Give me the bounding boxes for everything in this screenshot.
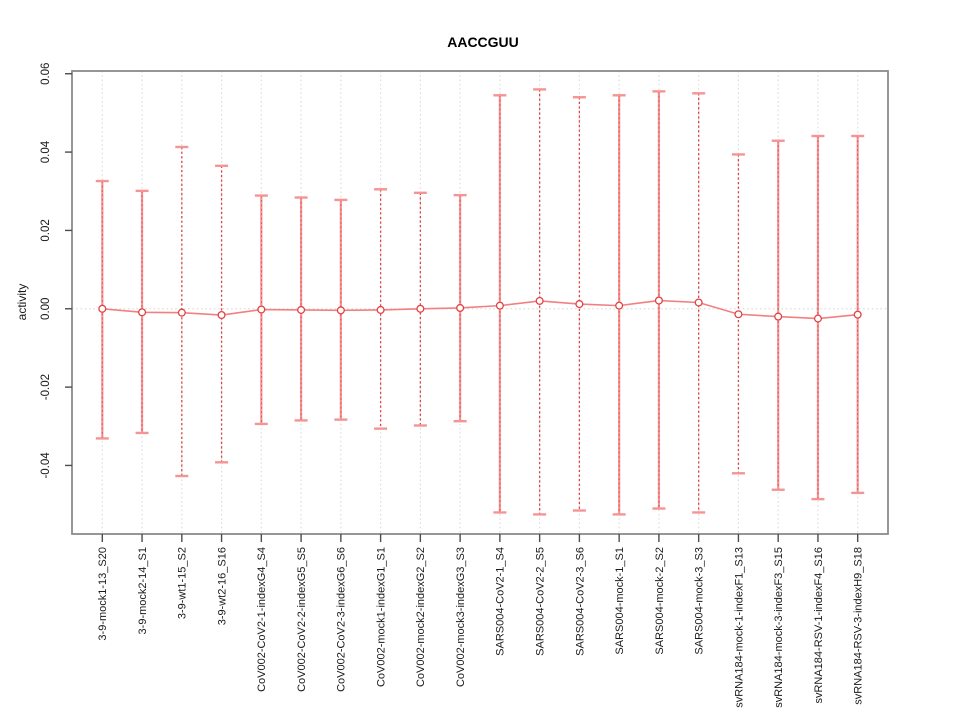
data-point — [853, 310, 862, 319]
data-series — [95, 88, 865, 516]
x-tick-label: 3-9-wt2-16_S16 — [216, 547, 228, 625]
data-point — [257, 305, 266, 314]
axes: -0.04 -0.02 0.00 0.02 0.04 0.06 3-9-mock1-13_S… — [40, 63, 889, 708]
x-tick-label: CoV002-mock2-indexG2_S2 — [415, 547, 427, 687]
error-bar — [731, 153, 745, 475]
data-point — [336, 306, 345, 315]
x-tick-label: SARS004-CoV2-1_S4 — [495, 547, 507, 656]
data-point — [615, 301, 624, 310]
x-tick-label: 3-9-wt1-15_S2 — [177, 547, 189, 619]
x-tick-label: 3-9-mock1-13_S20 — [97, 547, 109, 641]
data-point — [813, 314, 822, 323]
chart-title: AACCGUU — [447, 34, 519, 50]
data-point — [535, 296, 544, 305]
y-tick-label: -0.04 — [40, 452, 52, 479]
y-tick-label: 0.04 — [40, 140, 52, 163]
x-tick-label: SARS004-mock-1_S1 — [614, 547, 626, 655]
data-point — [456, 303, 465, 313]
x-tick-label: svRNA184-mock-1-indexF1_S13 — [733, 547, 745, 708]
data-point — [495, 301, 504, 310]
x-tick-label: CoV002-mock1-indexG1_S1 — [375, 547, 387, 687]
x-tick-label: svRNA184-RSV-3-indexH9_S18 — [853, 547, 865, 705]
data-point — [138, 308, 147, 317]
y-tick-label: 0.00 — [40, 298, 52, 320]
x-tick-label: SARS004-mock-2_S2 — [654, 547, 666, 655]
plot-border — [71, 70, 889, 535]
x-tick-label: CoV002-CoV2-1-indexG4_S4 — [256, 547, 268, 692]
y-tick-label: 0.06 — [40, 63, 52, 85]
x-tick-label: CoV002-CoV2-2-indexG5_S5 — [296, 547, 308, 692]
x-tick-label: svRNA184-mock-3-indexF3_S15 — [773, 547, 785, 708]
data-point — [416, 304, 425, 313]
data-point — [98, 304, 107, 313]
data-point — [177, 308, 186, 317]
x-tick-label: CoV002-mock3-indexG3_S3 — [455, 547, 467, 687]
x-tick-label: CoV002-CoV2-3-indexG6_S6 — [336, 547, 348, 692]
error-bar — [692, 92, 706, 514]
error-bar — [572, 96, 586, 512]
x-tick-label: svRNA184-RSV-1-indexF4_S16 — [813, 547, 825, 704]
data-point — [297, 305, 306, 314]
data-point — [376, 305, 385, 314]
error-bar — [175, 145, 189, 478]
data-point — [774, 312, 783, 321]
x-tick-label: SARS004-mock-3_S3 — [694, 547, 706, 655]
data-point — [217, 310, 226, 320]
series-line — [102, 299, 858, 320]
x-tick-label: SARS004-CoV2-2_S5 — [534, 547, 546, 656]
data-point — [734, 310, 743, 319]
x-tick-label: SARS004-CoV2-3_S6 — [574, 547, 586, 656]
y-axis-label: activity — [15, 284, 29, 321]
y-tick-label: -0.02 — [40, 374, 52, 400]
x-tick-label: 3-9-mock2-14_S1 — [137, 547, 149, 634]
data-point — [575, 300, 584, 309]
grid-lines — [72, 71, 888, 534]
y-tick-label: 0.02 — [40, 219, 52, 241]
data-point — [694, 298, 703, 307]
data-point — [654, 296, 663, 305]
